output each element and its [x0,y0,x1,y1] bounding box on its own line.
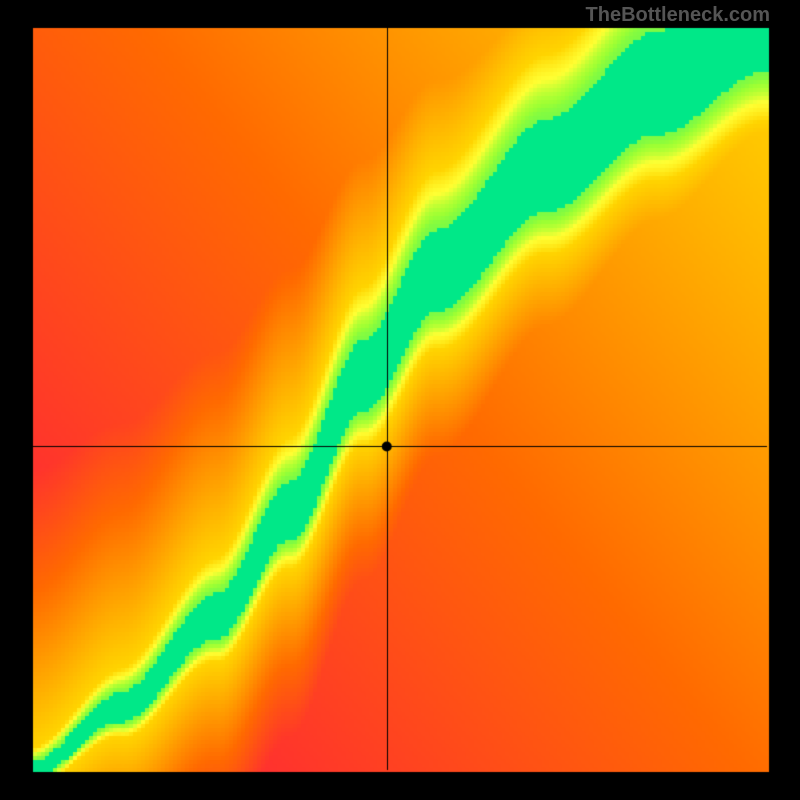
watermark-label: TheBottleneck.com [586,4,770,27]
bottleneck-heatmap [0,0,800,800]
